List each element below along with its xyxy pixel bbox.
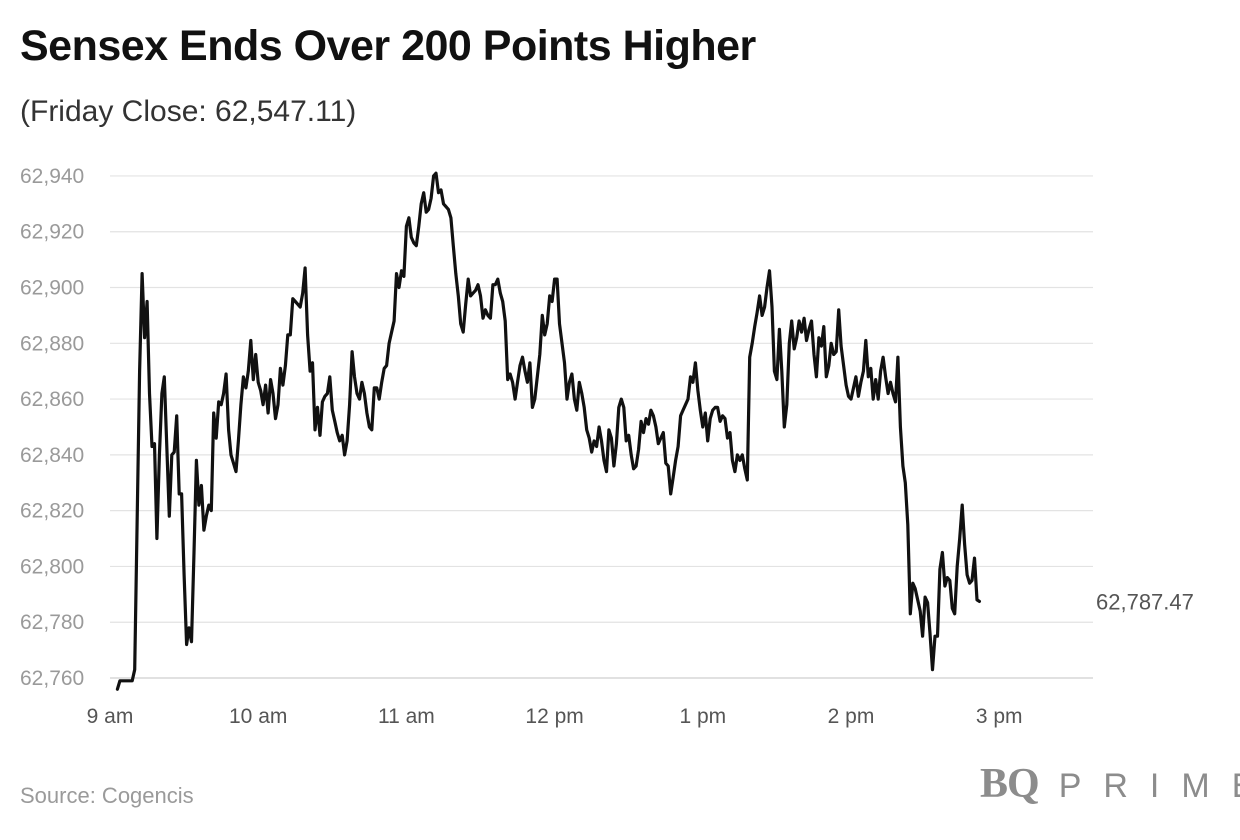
y-tick-label: 62,760 bbox=[20, 667, 84, 690]
x-tick-label: 1 pm bbox=[679, 705, 726, 728]
y-tick-label: 62,920 bbox=[20, 221, 84, 244]
series-line-sensex bbox=[115, 171, 981, 691]
end-value-label: 62,787.47 bbox=[1096, 589, 1194, 614]
logo-mark: BQ bbox=[980, 761, 1040, 807]
x-tick-label: 10 am bbox=[229, 705, 287, 728]
x-tick-label: 9 am bbox=[87, 705, 134, 728]
chart-subtitle: (Friday Close: 62,547.11) bbox=[20, 95, 357, 128]
y-tick-label: 62,840 bbox=[20, 444, 84, 467]
sensex-line-chart: 62,760 62,780 62,800 62,820 62,840 62,860 62,8… bbox=[20, 165, 1194, 728]
gridlines bbox=[110, 175, 1093, 679]
y-tick-label: 62,820 bbox=[20, 500, 84, 523]
y-tick-label: 62,900 bbox=[20, 277, 84, 300]
y-tick-label: 62,940 bbox=[20, 165, 84, 188]
y-axis-ticks: 62,760 62,780 62,800 62,820 62,840 62,860 62,8… bbox=[20, 165, 84, 690]
brand-logo: BQ PRIME bbox=[980, 760, 1240, 808]
y-tick-label: 62,880 bbox=[20, 332, 84, 355]
x-tick-label: 11 am bbox=[378, 705, 435, 728]
x-axis-ticks: 9 am 10 am 11 am 12 pm 1 pm 2 pm 3 pm bbox=[87, 705, 1023, 728]
logo-wordmark: PRIME bbox=[1058, 767, 1240, 805]
chart-title: Sensex Ends Over 200 Points Higher bbox=[20, 22, 756, 70]
y-tick-label: 62,860 bbox=[20, 388, 84, 411]
x-tick-label: 2 pm bbox=[828, 705, 875, 728]
x-tick-label: 12 pm bbox=[525, 705, 583, 728]
x-tick-label: 3 pm bbox=[976, 705, 1023, 728]
y-tick-label: 62,780 bbox=[20, 611, 84, 634]
source-note: Source: Cogencis bbox=[20, 783, 194, 808]
y-tick-label: 62,800 bbox=[20, 555, 84, 578]
